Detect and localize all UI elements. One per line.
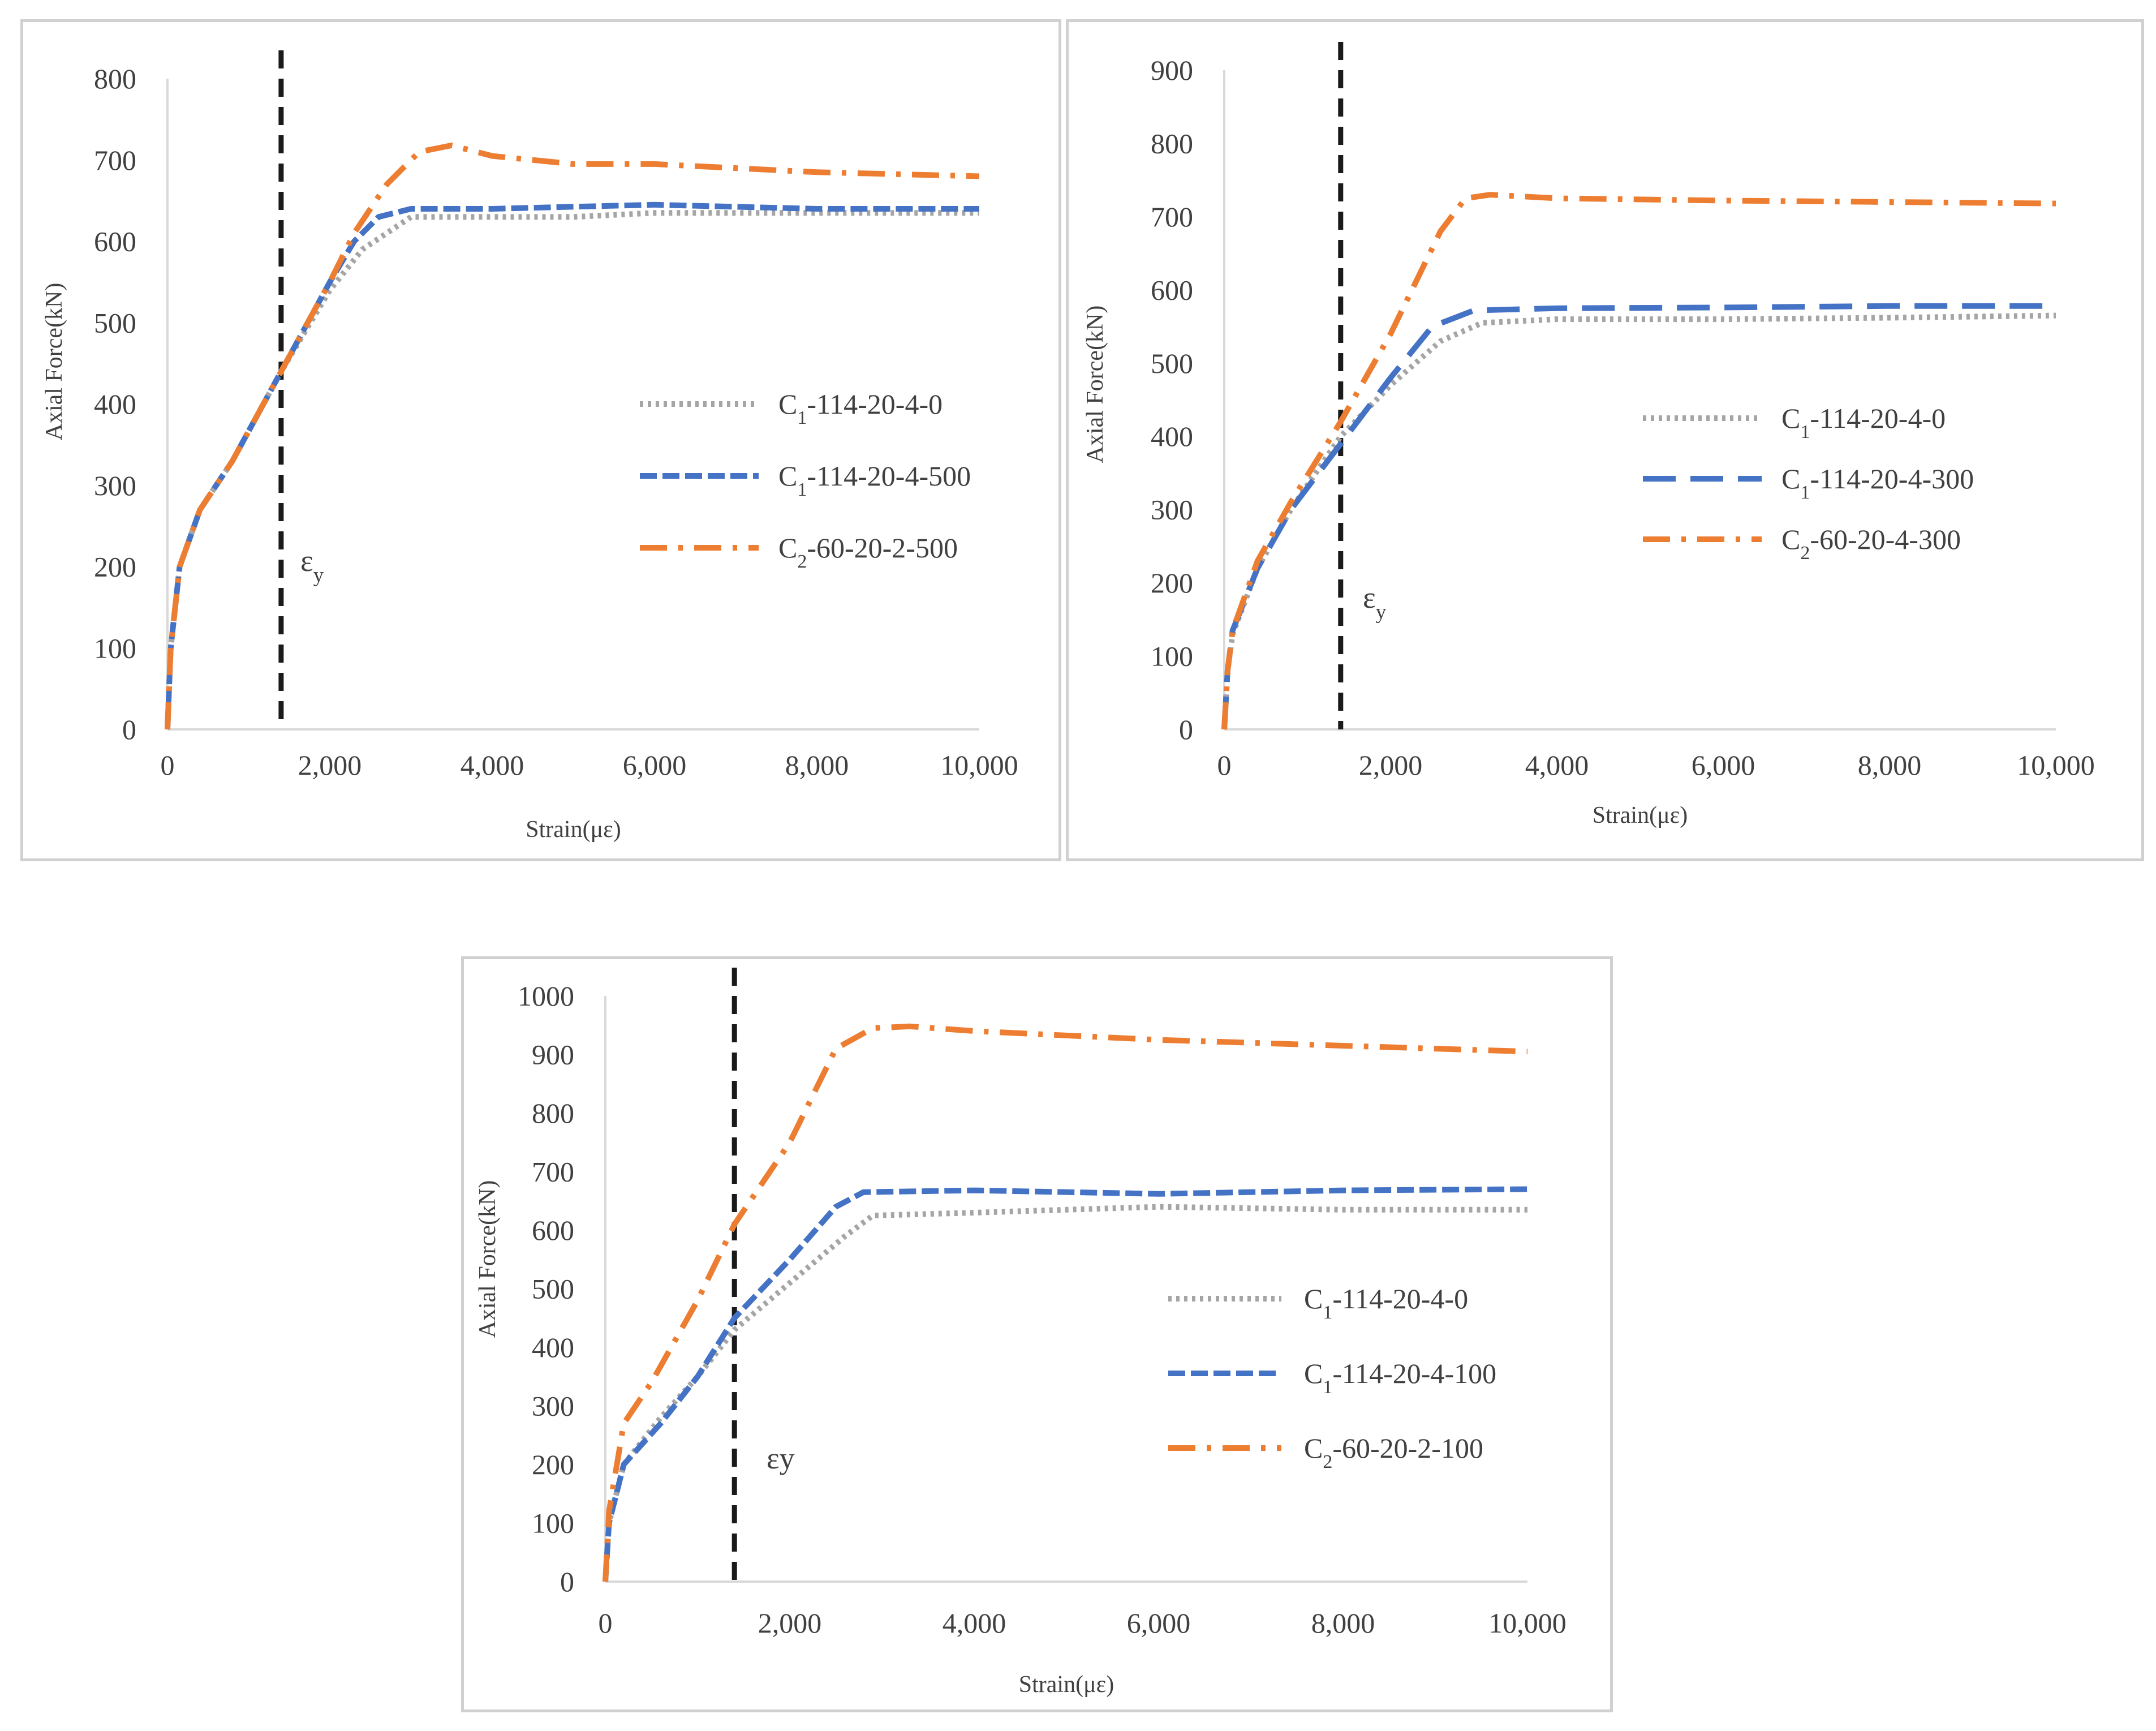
y-axis-title: Axial Force(kN) (475, 1180, 501, 1338)
legend-label-1: C1-114-20-4-0 (1304, 1283, 1468, 1323)
x-tick-label: 2,000 (1359, 749, 1423, 781)
y-tick-label: 700 (94, 144, 136, 176)
y-tick-label: 800 (94, 63, 136, 95)
legend-label-3: C2-60-20-2-500 (778, 532, 958, 572)
y-tick-label: 500 (94, 307, 136, 338)
y-tick-label: 0 (560, 1566, 574, 1597)
y-tick-label: 100 (532, 1507, 574, 1539)
y-axis-title: Axial Force(kN) (1082, 306, 1108, 463)
y-tick-label: 600 (1151, 274, 1193, 306)
y-tick-label: 300 (94, 470, 136, 501)
series-line-3 (165, 142, 980, 730)
x-tick-label: 4,000 (461, 749, 524, 781)
series-line-3 (1221, 192, 2056, 730)
line-chart: 0 100 200 300 400 500 600 700 800 0 2,000 4,000 6,00… (41, 50, 1018, 843)
y-tick-label: 0 (122, 714, 136, 745)
series-line-2 (603, 1186, 1528, 1582)
y-tick-label: 200 (1151, 567, 1193, 599)
chart-panel-bottom: 0 100 200 300 400 500 600 700 800 900 1000 0 2,000 4,… (461, 956, 1613, 1712)
y-tick-label: 600 (532, 1214, 574, 1246)
yield-strain-label: εy (767, 1441, 795, 1475)
y-tick-label: 500 (532, 1273, 574, 1305)
x-tick-label: 2,000 (758, 1607, 822, 1639)
yield-strain-label: εy (1363, 581, 1387, 624)
y-tick-label: 900 (532, 1039, 574, 1071)
y-tick-label: 800 (532, 1097, 574, 1129)
y-tick-label: 200 (94, 551, 136, 583)
chart-panel-top-right: 0 100 200 300 400 500 600 700 800 900 0 2,000 4,000 6… (1066, 19, 2144, 861)
y-tick-label: 600 (94, 226, 136, 257)
legend-label-3: C2-60-20-2-100 (1304, 1432, 1483, 1472)
x-tick-label: 0 (1217, 749, 1232, 781)
legend-label-1: C1-114-20-4-0 (1781, 402, 1946, 443)
x-tick-label: 8,000 (785, 749, 849, 781)
y-tick-label: 800 (1151, 127, 1193, 159)
x-tick-label: 0 (161, 749, 175, 781)
y-tick-label: 100 (1151, 641, 1193, 672)
y-tick-label: 400 (94, 388, 136, 420)
series-line-1 (1221, 312, 2056, 730)
x-axis-title: Strain(με) (1019, 1672, 1114, 1698)
series-line-1 (603, 1204, 1527, 1582)
x-axis-title: Strain(με) (526, 817, 621, 843)
y-tick-label: 1000 (518, 980, 574, 1012)
x-tick-label: 10,000 (940, 749, 1018, 781)
y-tick-label: 300 (532, 1390, 574, 1422)
x-tick-label: 6,000 (1692, 749, 1755, 781)
legend-label-3: C2-60-20-4-300 (1781, 523, 1961, 564)
x-tick-label: 6,000 (1127, 1607, 1191, 1639)
legend-label-2: C1-114-20-4-100 (1304, 1358, 1496, 1398)
y-axis-title: Axial Force(kN) (41, 283, 67, 441)
y-tick-label: 700 (1151, 201, 1193, 233)
y-tick-label: 500 (1151, 347, 1193, 379)
y-tick-label: 400 (532, 1331, 574, 1363)
x-axis-title: Strain(με) (1593, 802, 1688, 828)
legend-label-2: C1-114-20-4-500 (778, 460, 971, 500)
x-tick-label: 0 (599, 1607, 613, 1639)
x-tick-label: 8,000 (1311, 1607, 1375, 1639)
y-tick-label: 0 (1179, 714, 1193, 745)
x-tick-label: 4,000 (943, 1607, 1006, 1639)
series-line-2 (1221, 303, 2056, 730)
chart-panel-top-left: 0 100 200 300 400 500 600 700 800 0 2,000 4,000 6,00… (20, 19, 1061, 861)
y-tick-label: 400 (1151, 420, 1193, 452)
y-tick-label: 200 (532, 1449, 574, 1480)
legend-label-2: C1-114-20-4-300 (1781, 463, 1974, 503)
y-tick-label: 700 (532, 1156, 574, 1188)
x-tick-label: 8,000 (1858, 749, 1922, 781)
y-tick-label: 100 (94, 632, 136, 664)
y-tick-label: 300 (1151, 494, 1193, 526)
line-chart: 0 100 200 300 400 500 600 700 800 900 0 2,000 4,000 6… (1082, 42, 2095, 828)
x-tick-label: 4,000 (1525, 749, 1589, 781)
x-tick-label: 10,000 (1488, 1607, 1567, 1639)
legend-label-1: C1-114-20-4-0 (778, 388, 943, 428)
x-tick-label: 6,000 (623, 749, 687, 781)
line-chart: 0 100 200 300 400 500 600 700 800 900 1000 0 2,000 4,… (475, 968, 1567, 1698)
x-tick-label: 10,000 (2017, 749, 2095, 781)
x-tick-label: 2,000 (298, 749, 362, 781)
series-line-3 (603, 1023, 1528, 1582)
y-tick-label: 900 (1151, 54, 1193, 86)
yield-strain-label: εy (300, 544, 324, 587)
